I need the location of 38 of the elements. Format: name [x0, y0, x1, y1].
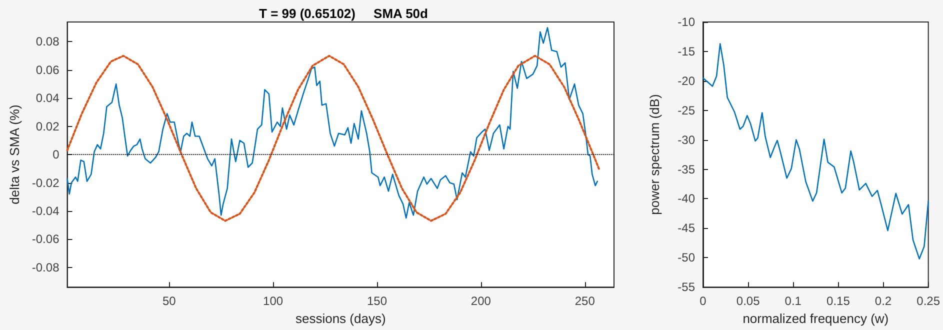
- x-tick-label: 0: [700, 294, 707, 308]
- x-tick-label: 250: [574, 294, 596, 308]
- y-tick-label: -40: [678, 192, 696, 206]
- y-tick-label: 0.02: [36, 119, 60, 134]
- y-tick-label: 0: [52, 148, 60, 162]
- y-tick-label: -0.06: [32, 232, 60, 246]
- y-tick-label: 0.08: [36, 34, 60, 49]
- y-tick-label: -0.02: [32, 176, 60, 190]
- x-tick-label: 0.1: [784, 294, 802, 308]
- y-tick-label: -35: [678, 162, 696, 176]
- y-tick-label: -20: [678, 74, 696, 88]
- x-tick-label: 50: [162, 294, 176, 308]
- x-tick-label: 150: [366, 294, 388, 308]
- x-axis-title: sessions (days): [295, 311, 386, 326]
- y-tick-label: -45: [678, 221, 696, 236]
- x-tick-label: 0.2: [874, 294, 892, 308]
- y-tick-label: -55: [678, 280, 696, 294]
- y-tick-label: -25: [678, 103, 696, 118]
- x-tick-label: 100: [263, 294, 284, 308]
- y-tick-label: -50: [678, 250, 696, 265]
- y-axis-title: delta vs SMA (%): [7, 104, 22, 204]
- x-tick-label: 0.15: [826, 294, 850, 308]
- y-tick-label: 0.06: [36, 62, 60, 77]
- x-tick-label: 0.05: [736, 294, 760, 308]
- y-tick-label: -15: [678, 44, 696, 58]
- x-tick-label: 0.25: [916, 294, 940, 308]
- line-series: [66, 26, 598, 219]
- line-series: [66, 54, 600, 222]
- x-axis-title: normalized frequency (w): [742, 311, 889, 326]
- y-tick-label: -30: [678, 132, 696, 147]
- chart-title: T = 99 (0.65102) SMA 50d: [259, 6, 428, 21]
- y-tick-label: -0.04: [32, 204, 60, 218]
- y-tick-label: 0.04: [36, 91, 60, 106]
- y-axis-title: power spectrum (dB): [647, 94, 662, 215]
- x-tick-label: 200: [470, 294, 492, 308]
- y-tick-label: -0.08: [32, 260, 60, 274]
- y-tick-label: -10: [678, 15, 696, 29]
- line-series: [702, 43, 929, 260]
